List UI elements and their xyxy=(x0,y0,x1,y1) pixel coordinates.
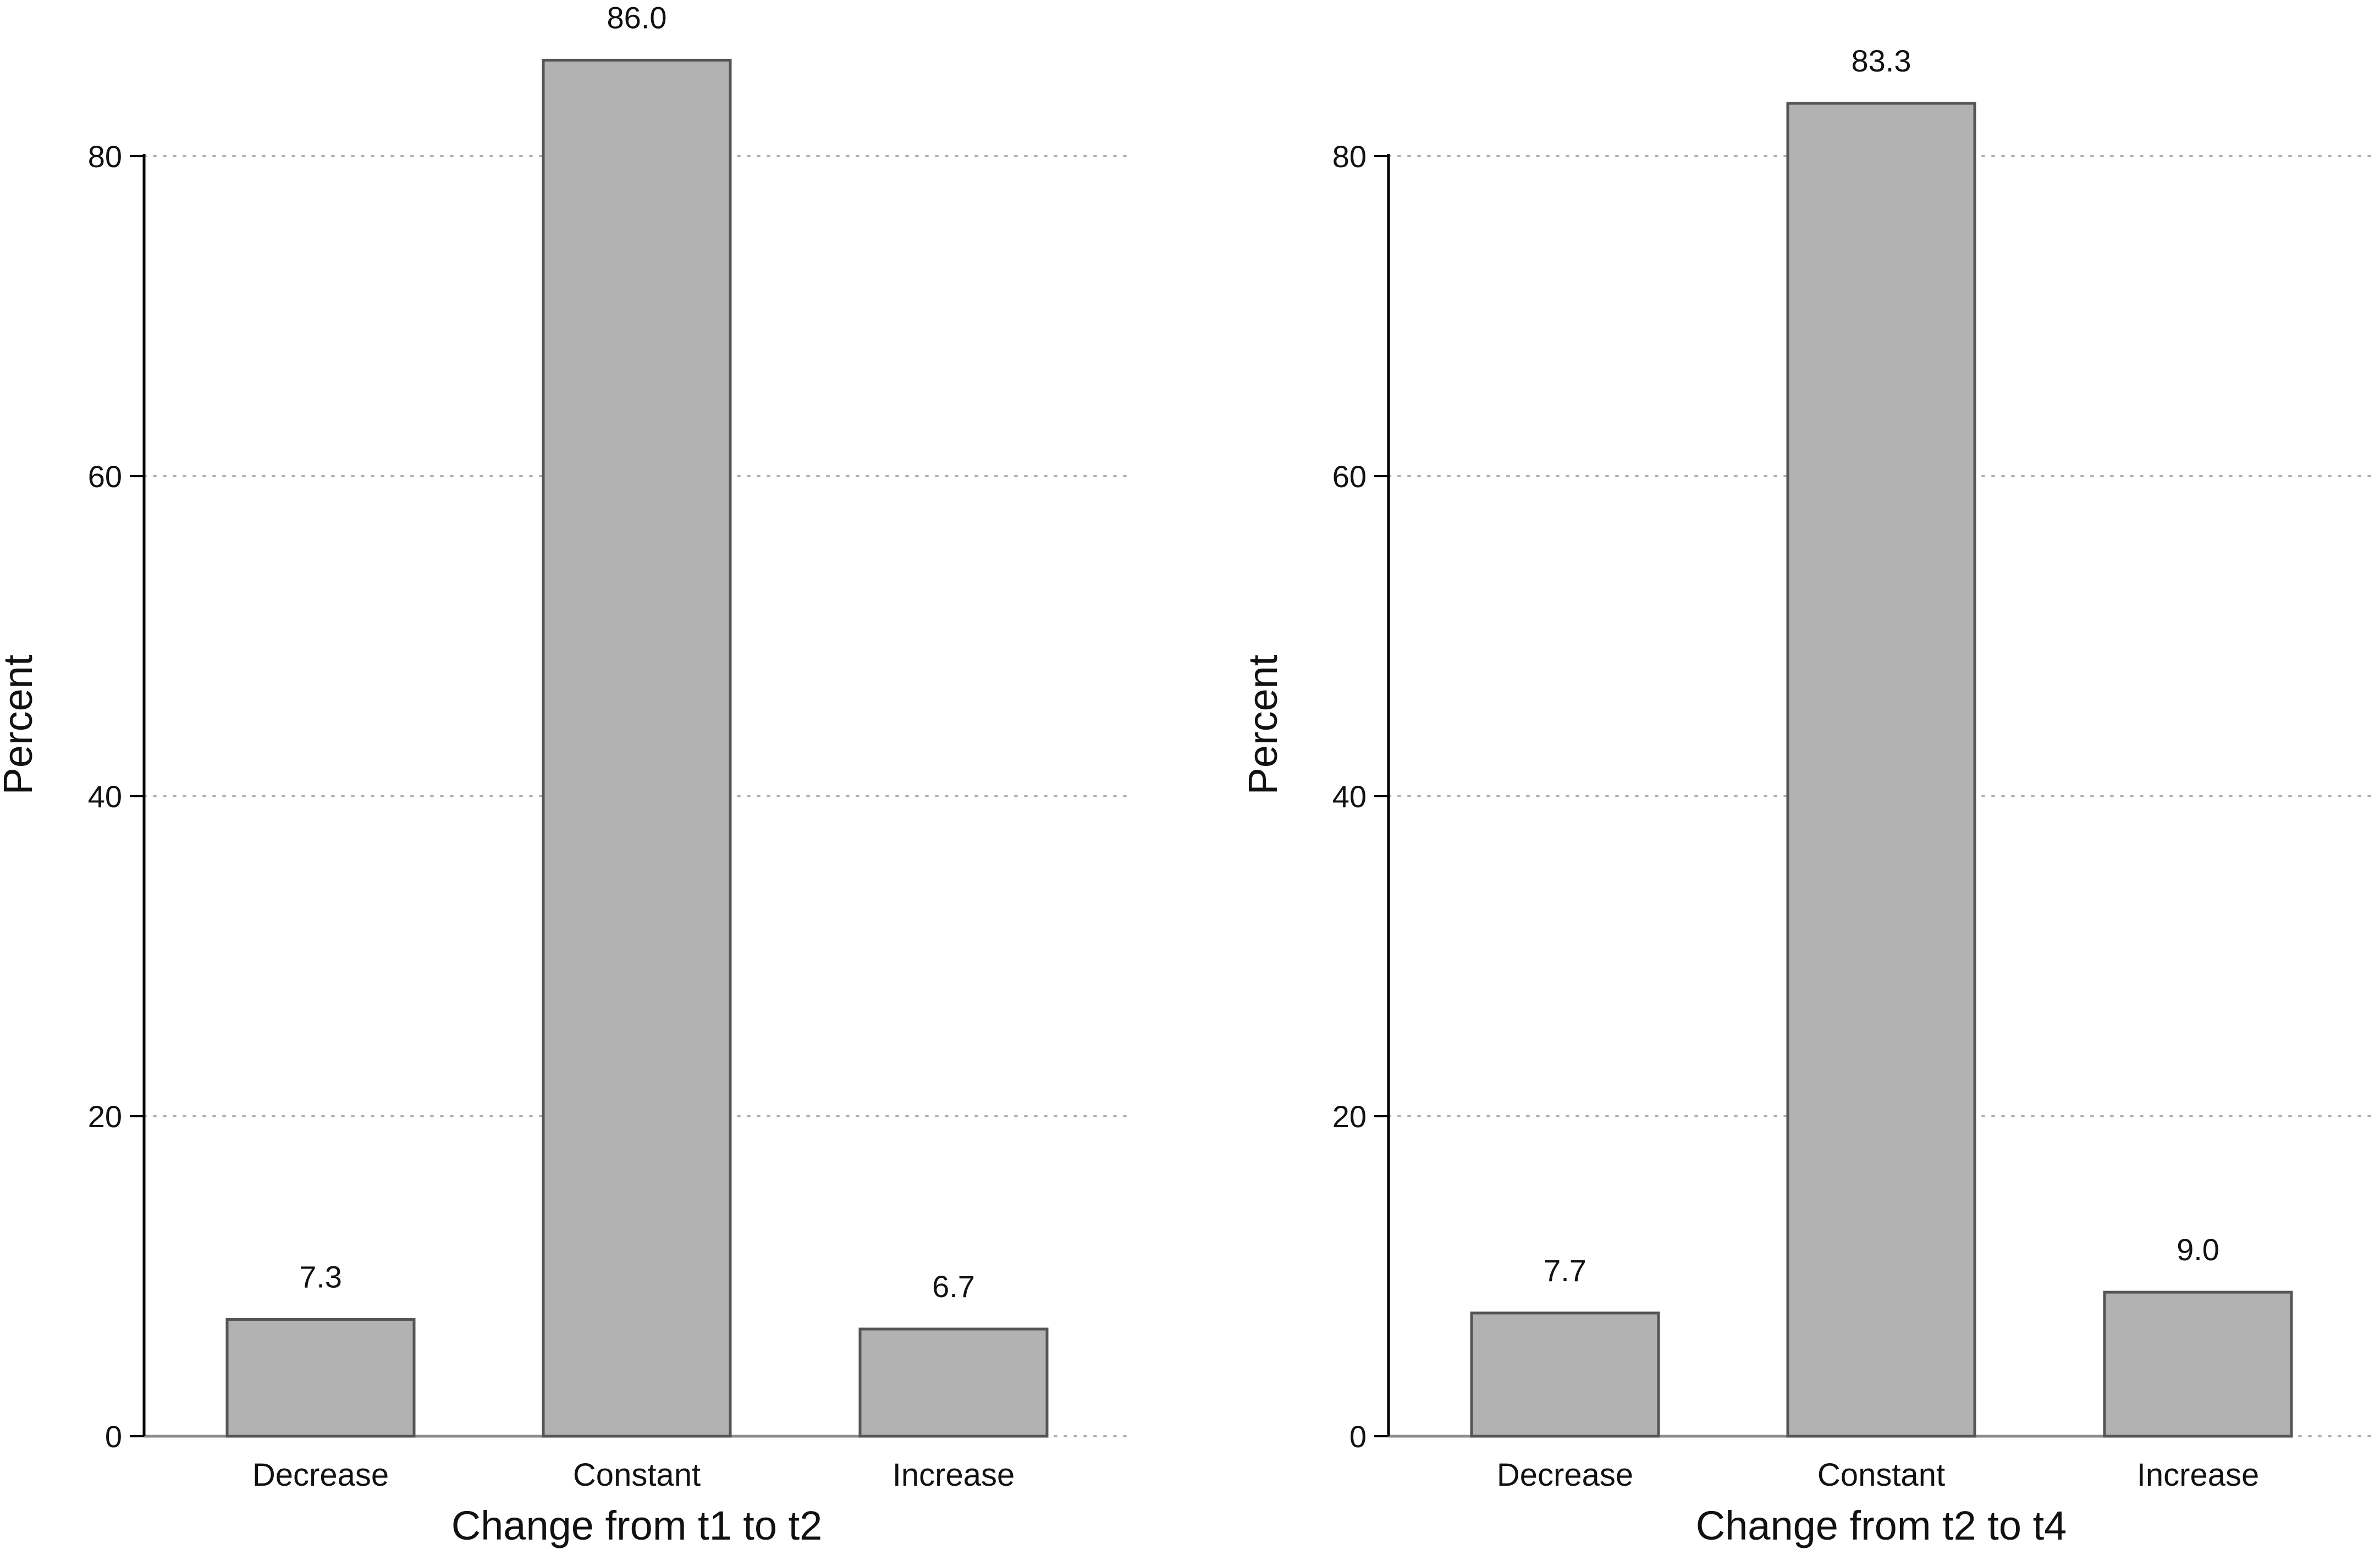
y-tick-label: 60 xyxy=(1332,459,1367,494)
x-axis-title: Change from t1 to t2 xyxy=(451,1503,823,1548)
bar-data-label: 7.7 xyxy=(1544,1253,1586,1288)
y-tick-label: 0 xyxy=(105,1419,122,1454)
x-axis-title: Change from t2 to t4 xyxy=(1696,1503,2067,1548)
x-tick-label: Increase xyxy=(2137,1457,2259,1493)
y-tick-label: 20 xyxy=(1332,1099,1367,1134)
bar-data-label: 7.3 xyxy=(299,1260,342,1294)
bar-decrease xyxy=(1470,1311,1660,1438)
y-axis-title: Percent xyxy=(1240,654,1286,795)
y-tick-label: 0 xyxy=(1349,1419,1367,1454)
y-tick-label: 40 xyxy=(88,779,122,814)
bar-data-label: 83.3 xyxy=(1852,43,1911,78)
bar-data-label: 86.0 xyxy=(607,0,667,35)
bar-data-label: 6.7 xyxy=(932,1269,975,1304)
y-tick-label: 40 xyxy=(1332,779,1367,814)
bar-constant xyxy=(1786,102,1976,1438)
bar-increase xyxy=(2103,1291,2293,1438)
x-tick-label: Decrease xyxy=(1497,1457,1633,1493)
x-tick-label: Decrease xyxy=(252,1457,389,1493)
bar-increase xyxy=(858,1327,1049,1438)
y-tick-label: 80 xyxy=(1332,139,1367,174)
y-tick-label: 60 xyxy=(88,459,122,494)
bar-constant xyxy=(542,58,732,1438)
bar-decrease xyxy=(225,1318,416,1438)
x-tick-label: Constant xyxy=(1817,1457,1945,1493)
chart-panel-right: 0 20 40 60 80 7.7 Decrease 83.3 Constant 9.0 Incre… xyxy=(1240,43,2377,1548)
bar-data-label: 9.0 xyxy=(2177,1232,2219,1267)
y-tick-label: 80 xyxy=(88,139,122,174)
x-tick-label: Constant xyxy=(573,1457,701,1493)
y-axis-title: Percent xyxy=(0,654,41,795)
x-tick-label: Increase xyxy=(892,1457,1015,1493)
chart-panel-left: 0 20 40 60 80 7.3 Decrease 86.0 Constant 6.7 Incre… xyxy=(0,0,1134,1548)
y-tick-label: 20 xyxy=(88,1099,122,1134)
